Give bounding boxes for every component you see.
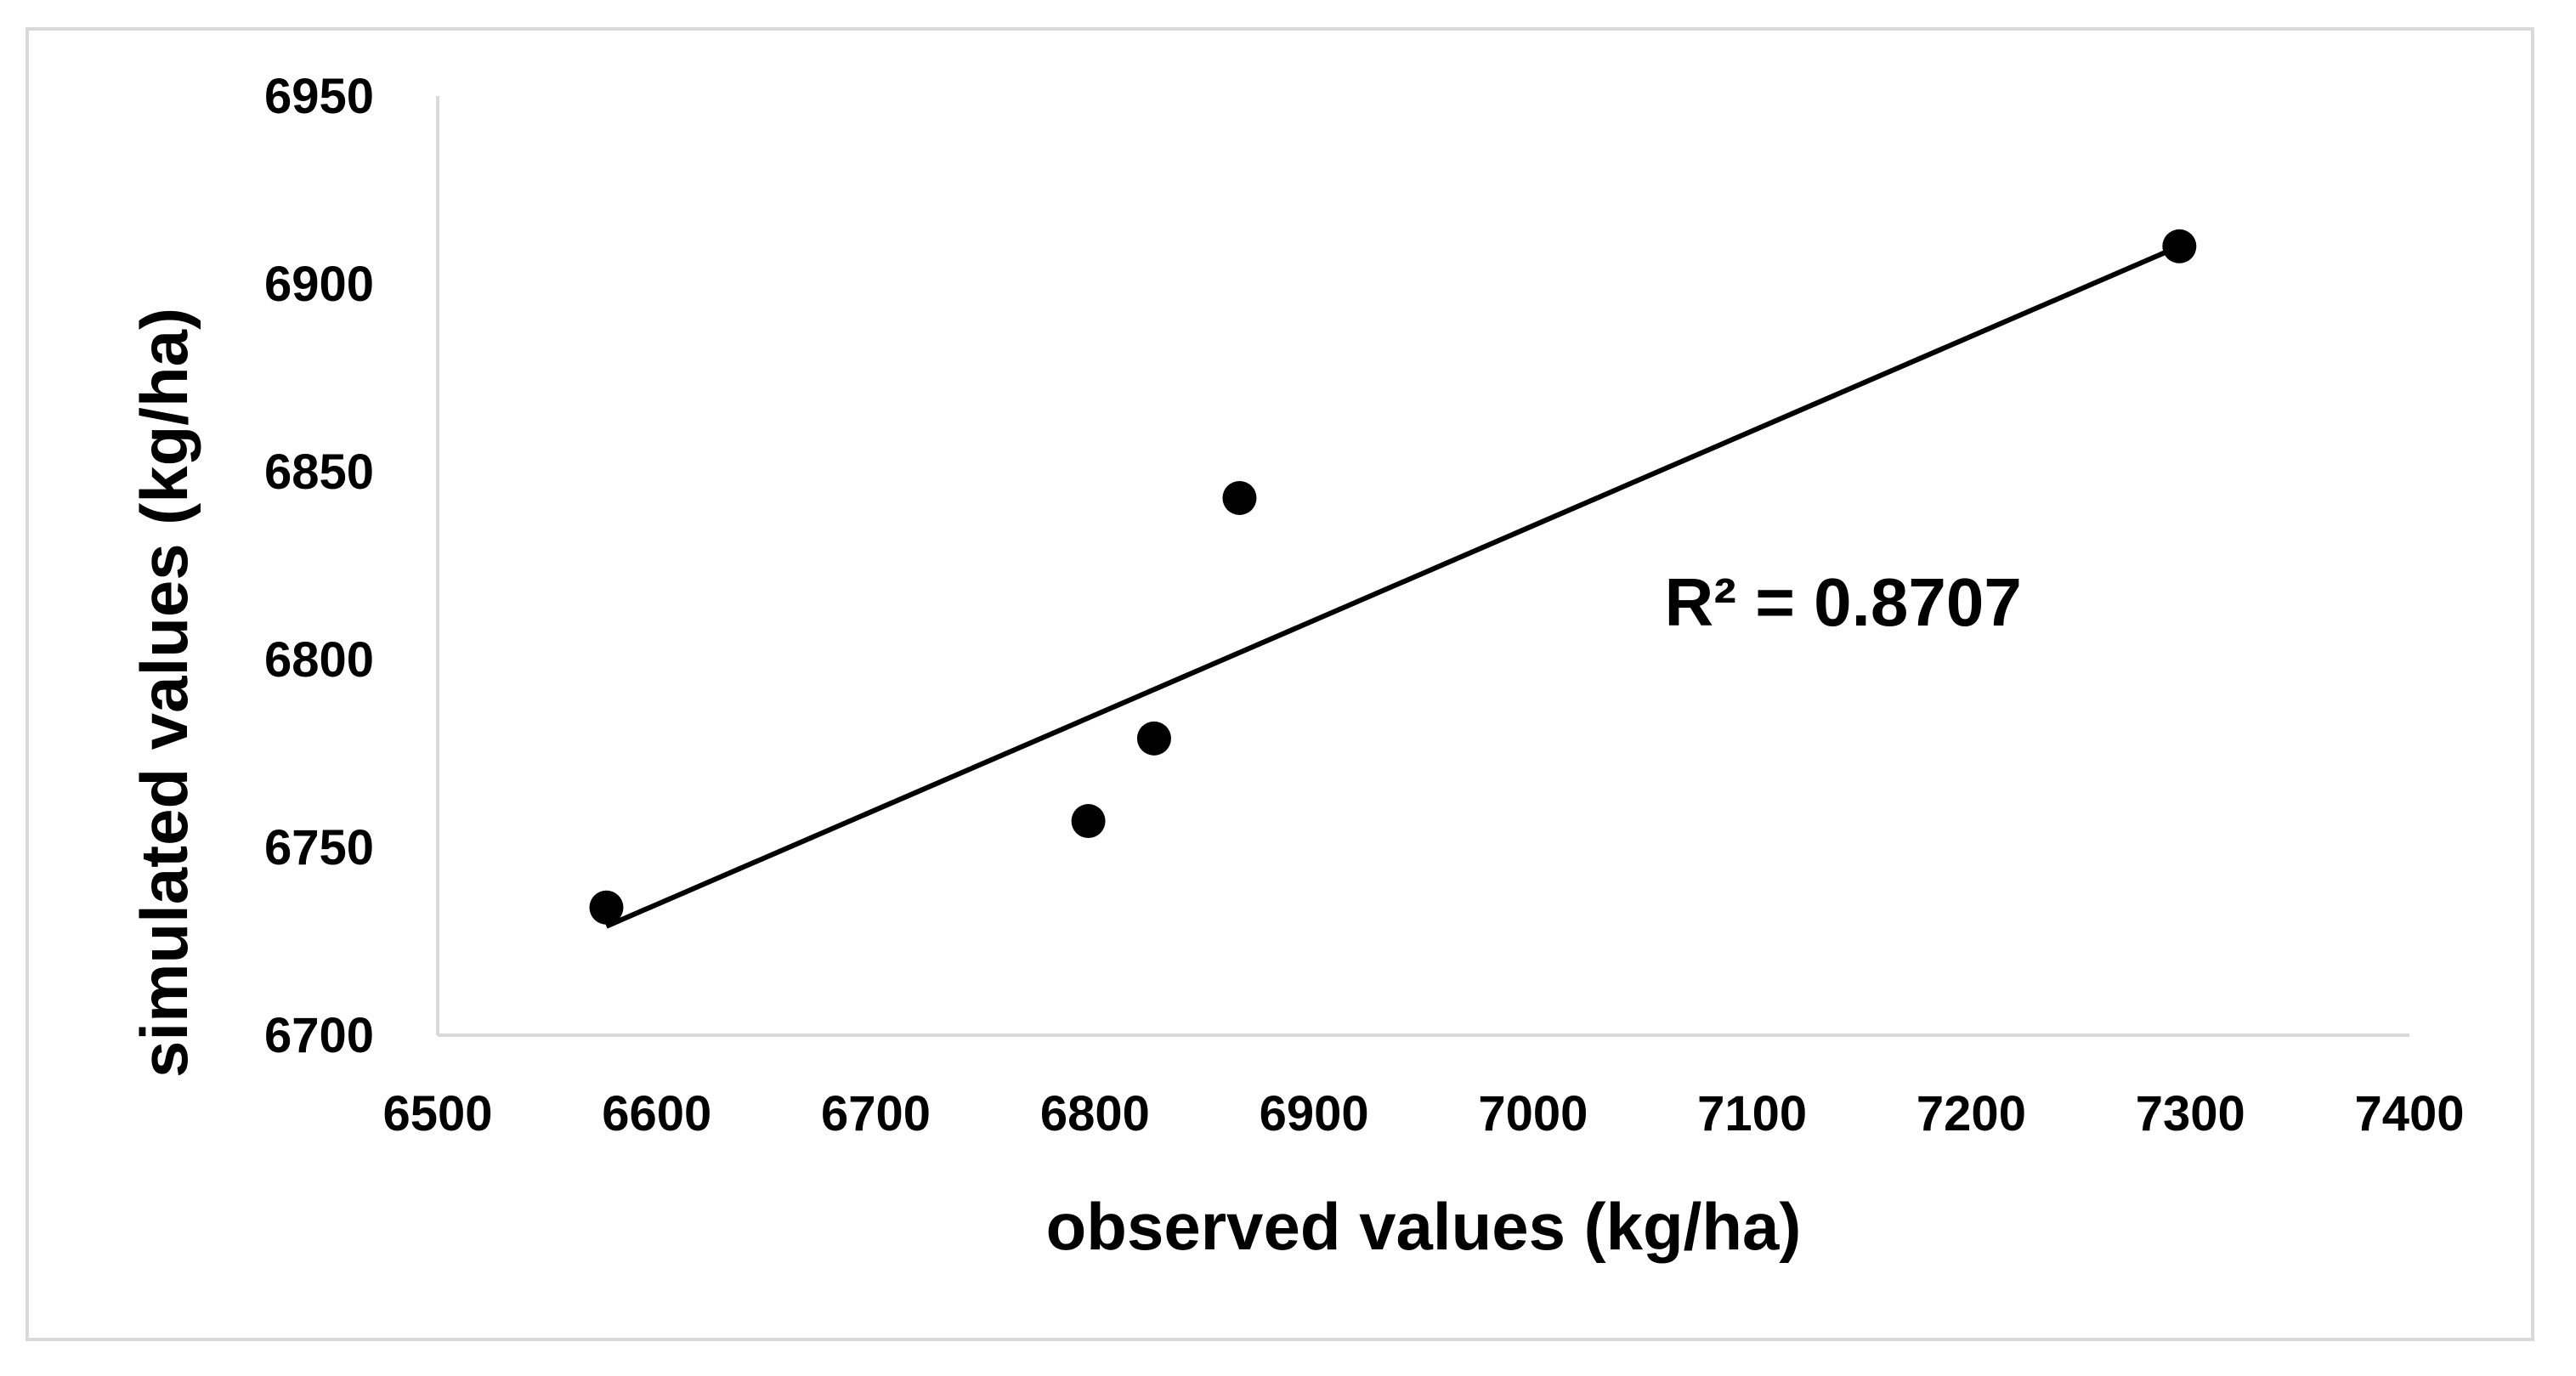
trendline	[605, 244, 2181, 929]
data-point	[589, 890, 624, 925]
y-tick-label: 6750	[264, 820, 374, 875]
y-axis-title: simulated values (kg/ha)	[127, 308, 201, 1078]
y-tick-label: 6900	[264, 257, 374, 312]
data-point	[1136, 721, 1171, 756]
data-point	[1071, 804, 1106, 839]
x-tick-label: 7100	[1697, 1086, 1807, 1141]
x-tick-label: 7300	[2136, 1086, 2245, 1141]
y-tick-labels: 6700 6750 6800 6850 6900 6950	[264, 69, 374, 1063]
x-axis-title: observed values (kg/ha)	[1046, 1189, 1802, 1264]
x-tick-labels: 6500 6600 6700 6800 6900 7000 7100 7200 7300 7400	[382, 1086, 2464, 1141]
y-tick-label: 6850	[264, 445, 374, 500]
axes	[436, 96, 2409, 1037]
annotations: R² = 0.8707	[1665, 564, 2022, 640]
y-tick-label: 6700	[264, 1008, 374, 1063]
y-tick-label: 6950	[264, 69, 374, 124]
x-tick-label: 6800	[1040, 1086, 1150, 1141]
x-tick-label: 7400	[2354, 1086, 2464, 1141]
x-tick-label: 7200	[1916, 1086, 2026, 1141]
data-points	[589, 229, 2197, 925]
chart-frame	[25, 27, 2534, 1341]
data-point	[1222, 480, 1257, 515]
x-tick-label: 6700	[821, 1086, 931, 1141]
r-squared-annotation: R² = 0.8707	[1665, 564, 2022, 640]
x-tick-label: 6600	[602, 1086, 711, 1141]
trendline-group	[605, 244, 2181, 929]
y-tick-label: 6800	[264, 632, 374, 688]
data-point	[2162, 229, 2197, 263]
x-tick-label: 7000	[1478, 1086, 1588, 1141]
x-tick-label: 6500	[382, 1086, 492, 1141]
x-tick-label: 6900	[1260, 1086, 1369, 1141]
